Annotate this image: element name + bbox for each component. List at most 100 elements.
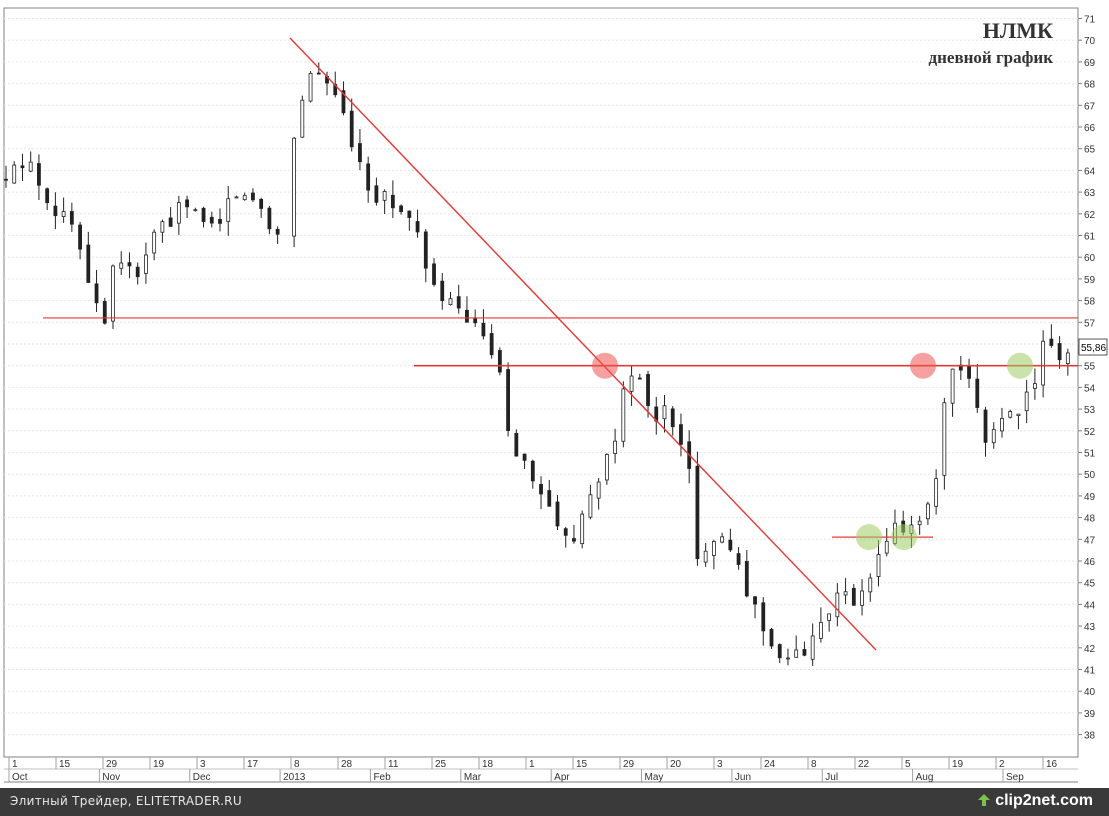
x-day-label: 18 bbox=[482, 759, 494, 770]
chart-title: НЛМК bbox=[982, 18, 1053, 43]
x-day-label: 1 bbox=[12, 759, 18, 770]
y-tick-label: 61 bbox=[1084, 232, 1096, 243]
x-day-label: 5 bbox=[905, 759, 911, 770]
candle-body bbox=[473, 317, 478, 324]
candle-body bbox=[942, 402, 947, 476]
y-tick-label: 43 bbox=[1084, 622, 1096, 633]
candle-body bbox=[925, 503, 930, 520]
candle-body bbox=[1000, 418, 1004, 432]
candle-body bbox=[185, 199, 189, 208]
candle-body bbox=[530, 460, 535, 482]
candle-body bbox=[753, 596, 757, 605]
candle-body bbox=[703, 550, 708, 563]
candle-body bbox=[810, 635, 815, 660]
candle-body bbox=[843, 591, 848, 596]
candle-body bbox=[407, 210, 412, 218]
candle-body bbox=[432, 263, 436, 285]
candle-body bbox=[555, 501, 560, 527]
x-day-label: 3 bbox=[717, 759, 723, 770]
support-touch-marker bbox=[891, 524, 917, 551]
candle-body bbox=[242, 194, 247, 201]
candle-body bbox=[1033, 383, 1037, 389]
footer-credit: Элитный Трейдер, ELITETRADER.RU bbox=[10, 794, 242, 808]
candle-body bbox=[1057, 343, 1062, 361]
candle-body bbox=[736, 553, 741, 565]
candle-body bbox=[135, 266, 140, 278]
candle-body bbox=[786, 657, 790, 660]
candle-body bbox=[975, 378, 980, 408]
candle-body bbox=[991, 429, 996, 444]
candle-body bbox=[563, 528, 568, 536]
y-tick-label: 67 bbox=[1084, 101, 1096, 112]
x-month-label: Aug bbox=[916, 772, 934, 783]
x-day-label: 25 bbox=[435, 759, 447, 770]
y-tick-label: 53 bbox=[1084, 405, 1096, 416]
candle-body bbox=[827, 613, 832, 621]
y-tick-label: 54 bbox=[1084, 383, 1096, 394]
candle-body bbox=[366, 163, 371, 191]
candle-body bbox=[423, 231, 428, 269]
candle-body bbox=[292, 137, 296, 237]
y-tick-label: 59 bbox=[1084, 275, 1096, 286]
candle-body bbox=[777, 644, 782, 659]
y-tick-label: 58 bbox=[1084, 297, 1096, 308]
candle-body bbox=[1049, 338, 1054, 346]
candle-body bbox=[102, 301, 107, 324]
x-day-label: 24 bbox=[764, 759, 776, 770]
candle-body bbox=[621, 388, 626, 442]
y-axis: 3839404142434445464748495051525354555657… bbox=[1078, 15, 1108, 742]
x-month-label: Feb bbox=[373, 772, 391, 783]
x-day-label: 2 bbox=[999, 759, 1005, 770]
x-day-label: 29 bbox=[106, 759, 118, 770]
candle-body bbox=[794, 649, 799, 658]
candle-body bbox=[300, 99, 305, 138]
candle-body bbox=[761, 602, 766, 632]
candle-body bbox=[670, 408, 675, 428]
support-touch-marker bbox=[1007, 352, 1033, 379]
candle-body bbox=[588, 494, 593, 518]
y-tick-label: 71 bbox=[1084, 15, 1096, 26]
y-tick-label: 47 bbox=[1084, 535, 1096, 546]
chart-title-box: НЛМК дневной график bbox=[929, 18, 1054, 68]
candle-body bbox=[818, 622, 823, 639]
x-month-label: Jul bbox=[825, 772, 838, 783]
y-tick-label: 41 bbox=[1084, 666, 1096, 677]
candle-body bbox=[572, 538, 576, 542]
candle-body bbox=[596, 481, 601, 499]
candle-body bbox=[876, 554, 881, 577]
candle-body bbox=[201, 207, 206, 222]
candle-body bbox=[251, 192, 255, 201]
candle-body bbox=[358, 143, 362, 163]
candle-body bbox=[637, 377, 642, 380]
candle-body bbox=[440, 280, 445, 301]
x-month-label: Mar bbox=[464, 772, 482, 783]
x-day-label: 17 bbox=[247, 759, 259, 770]
clip2net-logo[interactable]: clip2net.com bbox=[977, 792, 1093, 810]
candle-body bbox=[4, 178, 8, 181]
candle-body bbox=[604, 454, 609, 481]
y-tick-label: 70 bbox=[1084, 36, 1096, 47]
y-tick-label: 38 bbox=[1084, 731, 1096, 742]
x-day-label: 8 bbox=[294, 759, 300, 770]
x-month-label: Jun bbox=[735, 772, 751, 783]
candle-body bbox=[399, 205, 403, 212]
y-tick-label: 45 bbox=[1084, 579, 1096, 590]
y-tick-label: 50 bbox=[1084, 470, 1096, 481]
candle-body bbox=[86, 244, 91, 283]
x-day-label: 29 bbox=[623, 759, 635, 770]
footer-bar: Элитный Трейдер, ELITETRADER.RU clip2net… bbox=[0, 788, 1109, 816]
candle-body bbox=[20, 165, 25, 169]
y-tick-label: 39 bbox=[1084, 709, 1096, 720]
candle-body bbox=[316, 72, 321, 75]
y-tick-label: 66 bbox=[1084, 123, 1096, 134]
candle-body bbox=[1041, 340, 1046, 386]
x-day-label: 28 bbox=[341, 759, 353, 770]
candle-body bbox=[679, 424, 683, 445]
candle-body bbox=[341, 90, 346, 114]
candle-body bbox=[193, 209, 198, 212]
candle-body bbox=[226, 198, 231, 222]
candle-body bbox=[522, 453, 527, 461]
candle-body bbox=[144, 254, 148, 274]
y-tick-label: 65 bbox=[1084, 145, 1096, 156]
grid bbox=[3, 7, 1079, 758]
